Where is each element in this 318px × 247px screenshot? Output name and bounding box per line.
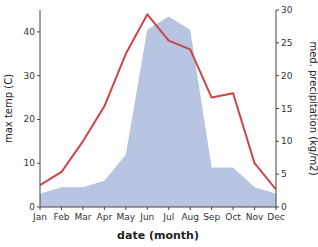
x-axis-line xyxy=(40,207,276,208)
y2-tick-label: 10 xyxy=(281,136,293,146)
y2-tick-label: 15 xyxy=(281,104,292,114)
x-tick-label: Feb xyxy=(53,212,69,222)
x-tick xyxy=(211,207,212,210)
x-tick-label: Apr xyxy=(97,212,113,222)
y2-tick-label: 30 xyxy=(281,5,293,15)
x-tick xyxy=(61,207,62,210)
y2-tick xyxy=(276,42,279,43)
y2-tick-label: 5 xyxy=(281,169,287,179)
x-tick xyxy=(147,207,148,210)
x-tick xyxy=(190,207,191,210)
x-tick xyxy=(168,207,169,210)
x-axis-label: date (month) xyxy=(117,229,199,242)
y-tick-label: 40 xyxy=(24,27,36,37)
x-tick-label: Sep xyxy=(203,212,220,222)
area xyxy=(40,17,276,207)
y-tick xyxy=(37,119,40,120)
x-tick xyxy=(125,207,126,210)
y2-tick-label: 25 xyxy=(281,38,292,48)
line xyxy=(40,14,276,189)
x-tick xyxy=(254,207,255,210)
y2-tick xyxy=(276,10,279,11)
y2-tick xyxy=(276,207,279,208)
x-tick-label: Dec xyxy=(267,212,284,222)
x-tick xyxy=(233,207,234,210)
y-tick-label: 0 xyxy=(29,202,35,212)
x-tick-label: Aug xyxy=(181,212,199,222)
marks xyxy=(40,14,276,207)
x-tick-label: Jul xyxy=(162,212,174,222)
x-tick-label: May xyxy=(117,212,136,222)
y2-tick-label: 0 xyxy=(281,202,287,212)
x-tick-label: Jun xyxy=(139,212,154,222)
y-tick xyxy=(37,207,40,208)
y-tick-label: 20 xyxy=(24,114,36,124)
y-axis-label: max temp (C) xyxy=(3,74,14,143)
y-tick-label: 10 xyxy=(24,158,36,168)
y-tick xyxy=(37,31,40,32)
y2-tick xyxy=(276,75,279,76)
x-tick xyxy=(82,207,83,210)
x-tick xyxy=(104,207,105,210)
y2-tick xyxy=(276,141,279,142)
y-tick xyxy=(37,163,40,164)
y-tick xyxy=(37,75,40,76)
y-tick-label: 30 xyxy=(24,71,36,81)
x-tick-label: Jan xyxy=(32,212,47,222)
y2-tick xyxy=(276,108,279,109)
y2-tick xyxy=(276,174,279,175)
x-tick-label: Nov xyxy=(246,212,264,222)
y-axis-line xyxy=(40,10,41,207)
x-tick-label: Oct xyxy=(225,212,241,222)
y2-tick-label: 20 xyxy=(281,71,293,81)
x-tick-label: Mar xyxy=(74,212,91,222)
y2-axis-label: med. precipitation (kg/m2) xyxy=(308,41,318,175)
chart: JanFebMarAprMayJunJulAugSepOctNovDec0102… xyxy=(0,0,318,247)
